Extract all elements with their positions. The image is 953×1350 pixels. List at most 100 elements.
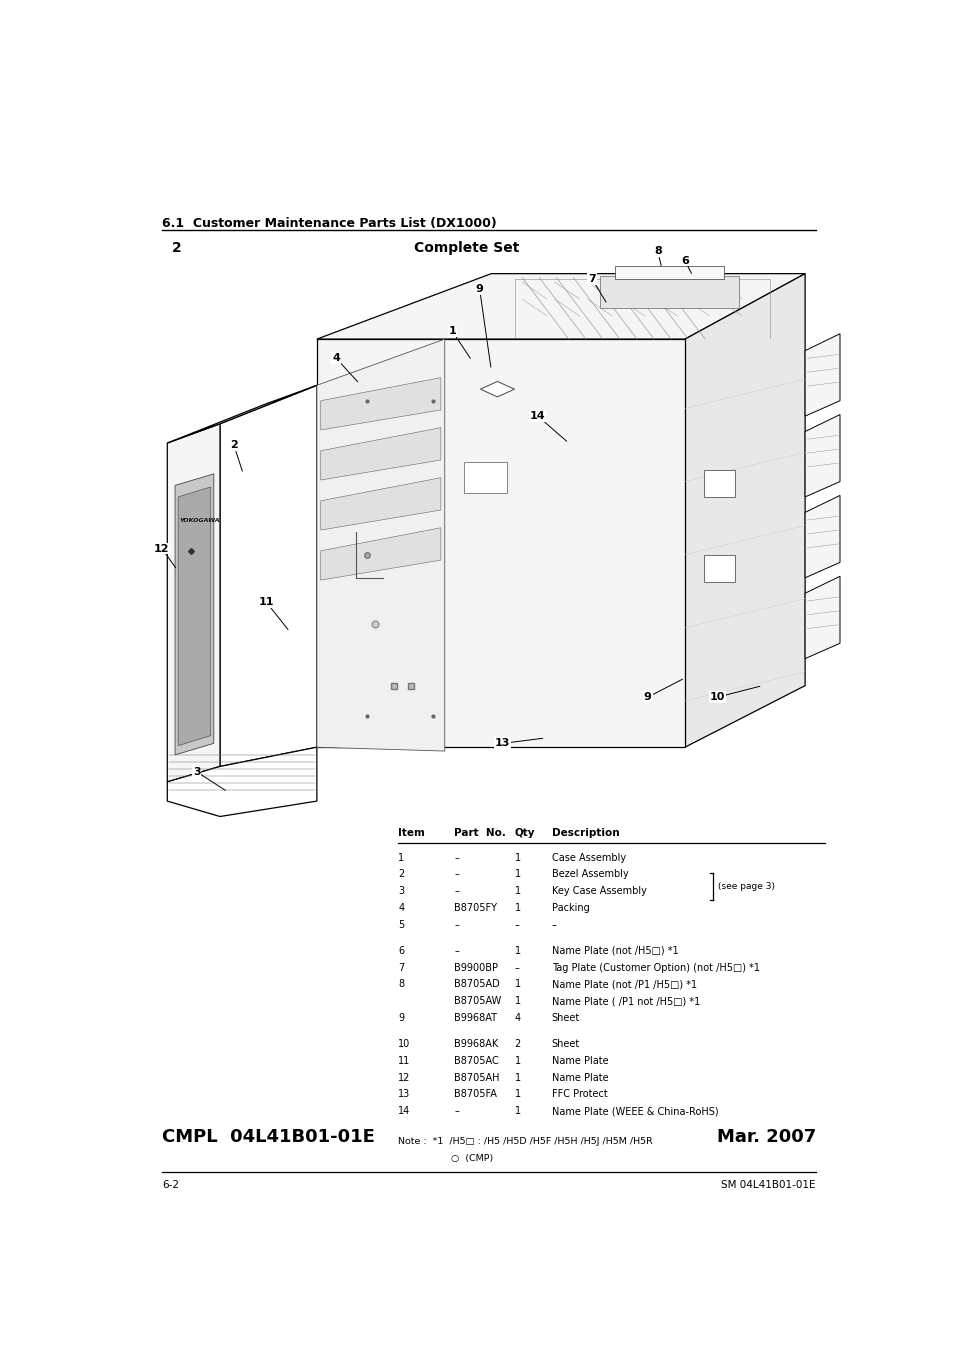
Polygon shape — [220, 385, 316, 767]
Text: 4: 4 — [332, 354, 340, 363]
Polygon shape — [804, 414, 840, 497]
Text: Name Plate (not /P1 /H5□) *1: Name Plate (not /P1 /H5□) *1 — [551, 979, 696, 990]
Text: 2: 2 — [172, 240, 181, 255]
Text: 1: 1 — [514, 853, 520, 863]
Polygon shape — [320, 478, 440, 531]
Text: 10: 10 — [397, 1040, 410, 1049]
Text: B8705FA: B8705FA — [454, 1089, 497, 1099]
Text: 1: 1 — [397, 853, 404, 863]
Text: 1: 1 — [514, 946, 520, 956]
Text: SM 04L41B01-01E: SM 04L41B01-01E — [720, 1180, 815, 1189]
Text: –: – — [454, 919, 458, 930]
Polygon shape — [684, 274, 804, 747]
Polygon shape — [316, 339, 444, 751]
Text: 11: 11 — [258, 598, 274, 608]
Polygon shape — [320, 428, 440, 481]
Text: Name Plate (WEEE & China-RoHS): Name Plate (WEEE & China-RoHS) — [551, 1106, 718, 1116]
Text: 11: 11 — [397, 1056, 410, 1065]
Text: 4: 4 — [514, 1012, 520, 1023]
Text: Name Plate: Name Plate — [551, 1056, 608, 1065]
Text: 10: 10 — [709, 693, 724, 702]
Text: 4: 4 — [397, 903, 404, 913]
Polygon shape — [316, 339, 684, 747]
Text: Key Case Assembly: Key Case Assembly — [551, 886, 646, 896]
Text: B8705AD: B8705AD — [454, 979, 499, 990]
Polygon shape — [464, 462, 506, 493]
Text: 1: 1 — [514, 886, 520, 896]
Text: 6: 6 — [397, 946, 404, 956]
Text: Note :  *1  /H5□ : /H5 /H5D /H5F /H5H /H5J /H5M /H5R: Note : *1 /H5□ : /H5 /H5D /H5F /H5H /H5J… — [397, 1137, 652, 1146]
Text: B9900BP: B9900BP — [454, 963, 497, 972]
Text: B9968AK: B9968AK — [454, 1040, 497, 1049]
Text: 3: 3 — [193, 767, 200, 776]
Text: 1: 1 — [514, 979, 520, 990]
Text: Part  No.: Part No. — [454, 828, 505, 838]
Polygon shape — [167, 424, 220, 782]
Text: B8705AW: B8705AW — [454, 996, 500, 1006]
Text: Name Plate (not /H5□) *1: Name Plate (not /H5□) *1 — [551, 946, 678, 956]
Text: (see page 3): (see page 3) — [717, 882, 774, 891]
Polygon shape — [167, 385, 316, 443]
Text: 1: 1 — [514, 996, 520, 1006]
Text: Qty: Qty — [514, 828, 535, 838]
Text: Bezel Assembly: Bezel Assembly — [551, 869, 628, 879]
Text: –: – — [514, 963, 518, 972]
Polygon shape — [167, 747, 316, 817]
Text: Packing: Packing — [551, 903, 589, 913]
Polygon shape — [174, 474, 213, 755]
Polygon shape — [178, 487, 211, 745]
Polygon shape — [703, 470, 735, 497]
Text: B8705FY: B8705FY — [454, 903, 497, 913]
Text: 13: 13 — [397, 1089, 410, 1099]
Text: 12: 12 — [397, 1073, 410, 1083]
Text: –: – — [454, 853, 458, 863]
Text: FFC Protect: FFC Protect — [551, 1089, 607, 1099]
Text: Mar. 2007: Mar. 2007 — [716, 1129, 815, 1146]
Polygon shape — [804, 495, 840, 578]
Polygon shape — [804, 576, 840, 659]
Text: 6: 6 — [680, 255, 688, 266]
Polygon shape — [804, 333, 840, 416]
Text: Tag Plate (Customer Option) (not /H5□) *1: Tag Plate (Customer Option) (not /H5□) *… — [551, 963, 759, 972]
Text: 14: 14 — [397, 1106, 410, 1116]
Text: 1: 1 — [448, 327, 456, 336]
Text: 12: 12 — [154, 544, 170, 554]
Text: 6-2: 6-2 — [162, 1180, 179, 1189]
Text: –: – — [551, 919, 556, 930]
Text: Case Assembly: Case Assembly — [551, 853, 625, 863]
Text: B8705AC: B8705AC — [454, 1056, 498, 1065]
Polygon shape — [320, 378, 440, 429]
Polygon shape — [599, 275, 739, 308]
Text: Description: Description — [551, 828, 618, 838]
Text: 1: 1 — [514, 1089, 520, 1099]
Text: 1: 1 — [514, 1073, 520, 1083]
Text: 2: 2 — [514, 1040, 520, 1049]
Text: 1: 1 — [514, 869, 520, 879]
Text: Sheet: Sheet — [551, 1040, 579, 1049]
Text: –: – — [454, 946, 458, 956]
Text: 9: 9 — [397, 1012, 404, 1023]
Text: –: – — [454, 1106, 458, 1116]
Text: 14: 14 — [529, 412, 545, 421]
Polygon shape — [480, 382, 514, 397]
Text: –: – — [454, 869, 458, 879]
Polygon shape — [320, 528, 440, 580]
Text: 1: 1 — [514, 1056, 520, 1065]
Text: 2: 2 — [397, 869, 404, 879]
Text: 9: 9 — [643, 693, 651, 702]
Text: 7: 7 — [587, 274, 596, 284]
Text: CMPL  04L41B01-01E: CMPL 04L41B01-01E — [162, 1129, 375, 1146]
Text: –: – — [514, 919, 518, 930]
Polygon shape — [615, 266, 723, 279]
Text: Name Plate: Name Plate — [551, 1073, 608, 1083]
Text: Sheet: Sheet — [551, 1012, 579, 1023]
Text: ○  (CMP): ○ (CMP) — [415, 1154, 493, 1162]
Text: Item: Item — [397, 828, 425, 838]
Text: 8: 8 — [654, 246, 661, 256]
Text: 6.1  Customer Maintenance Parts List (DX1000): 6.1 Customer Maintenance Parts List (DX1… — [162, 217, 497, 231]
Text: 1: 1 — [514, 903, 520, 913]
Polygon shape — [316, 274, 804, 339]
Text: 1: 1 — [514, 1106, 520, 1116]
Text: B8705AH: B8705AH — [454, 1073, 499, 1083]
Text: B9968AT: B9968AT — [454, 1012, 497, 1023]
